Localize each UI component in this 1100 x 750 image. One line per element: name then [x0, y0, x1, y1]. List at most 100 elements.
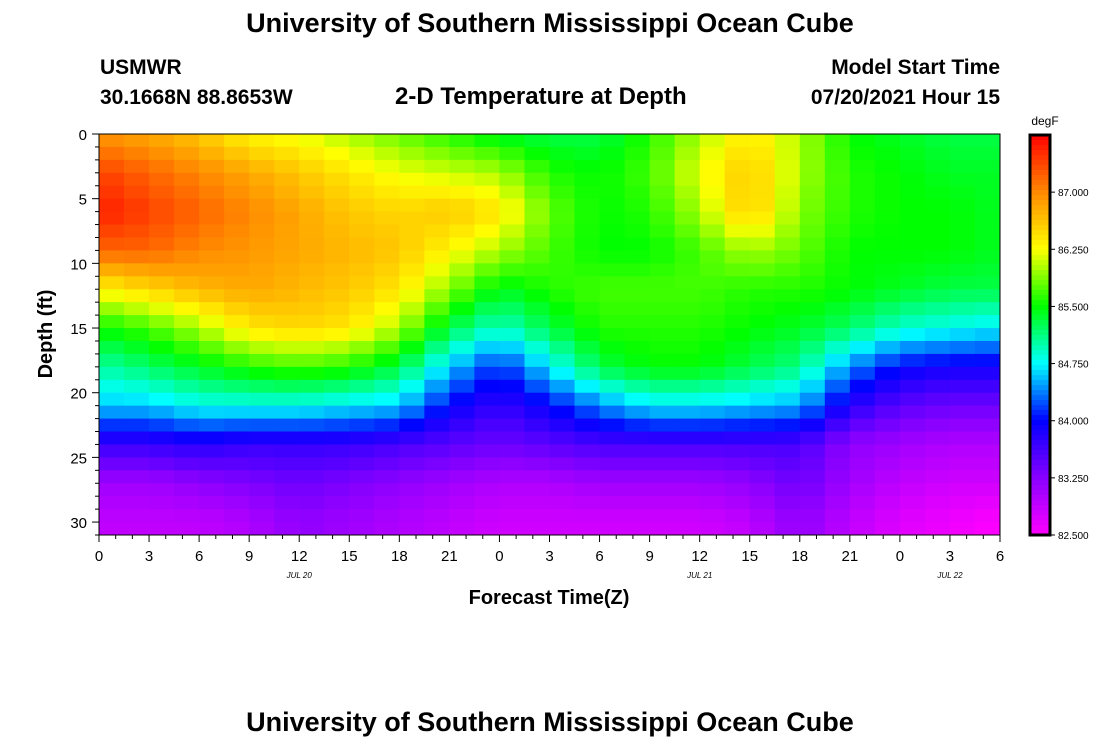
heatmap-cell — [649, 159, 676, 174]
heatmap-cell — [624, 224, 651, 239]
heatmap-cell — [674, 444, 701, 458]
colorbar-segment — [1030, 405, 1050, 411]
heatmap-cell — [924, 263, 951, 277]
colorbar-segment — [1030, 305, 1050, 311]
heatmap-cell — [749, 353, 776, 368]
heatmap-cell — [899, 353, 926, 368]
heatmap-cell — [324, 263, 350, 277]
colorbar-segment — [1030, 210, 1050, 216]
heatmap-cell — [949, 418, 976, 433]
heatmap-cell — [349, 328, 375, 342]
heatmap-cell — [949, 496, 976, 510]
heatmap-cell — [474, 353, 501, 368]
heatmap-cell — [724, 328, 751, 342]
colorbar-tick-label: 86.250 — [1058, 245, 1089, 256]
heatmap-cell — [274, 444, 300, 458]
heatmap-cell — [99, 276, 125, 290]
heatmap-cell — [799, 211, 826, 226]
heatmap-cell — [599, 418, 626, 433]
heatmap-cell — [724, 405, 751, 420]
heatmap-cell — [849, 134, 876, 148]
heatmap-cell — [649, 263, 676, 277]
heatmap-cell — [399, 431, 425, 446]
colorbar-segment — [1030, 190, 1050, 196]
heatmap-cell — [249, 224, 275, 239]
heatmap-cell — [974, 134, 1000, 148]
heatmap-cell — [774, 457, 801, 471]
heatmap-cell — [899, 340, 926, 355]
heatmap-cell — [149, 522, 175, 535]
heatmap-cell — [624, 405, 651, 420]
heatmap-cell — [574, 224, 601, 239]
heatmap-cell — [124, 418, 150, 433]
colorbar-segment — [1030, 260, 1050, 266]
heatmap-cell — [399, 470, 425, 484]
heatmap-cell — [399, 315, 425, 329]
heatmap-cell — [799, 276, 826, 290]
heatmap-cell — [699, 496, 726, 510]
heatmap-cell — [349, 185, 375, 200]
heatmap-cell — [899, 366, 926, 381]
colorbar-segment — [1030, 460, 1050, 466]
heatmap-cell — [974, 353, 1000, 368]
heatmap-cell — [599, 392, 626, 407]
heatmap-cell — [174, 444, 200, 458]
heatmap-cell — [374, 366, 400, 381]
heatmap-cell — [574, 418, 601, 433]
heatmap-cell — [174, 457, 200, 471]
heatmap-cell — [524, 340, 551, 355]
heatmap-cell — [249, 444, 275, 458]
heatmap-cell — [874, 483, 901, 497]
heatmap-cell — [774, 134, 801, 148]
heatmap-cell — [724, 522, 751, 535]
colorbar-segment — [1030, 450, 1050, 456]
heatmap-cell — [374, 250, 400, 264]
heatmap-cell — [174, 198, 200, 213]
heatmap-cell — [249, 185, 275, 200]
heatmap-cell — [124, 250, 150, 264]
heatmap-cell — [149, 353, 175, 368]
heatmap-cell — [724, 457, 751, 471]
heatmap-cell — [524, 263, 551, 277]
heatmap-cell — [849, 457, 876, 471]
heatmap-cell — [374, 198, 400, 213]
heatmap-cell — [424, 289, 450, 303]
heatmap-cell — [974, 509, 1000, 523]
heatmap-cell — [324, 444, 350, 458]
heatmap-cell — [424, 353, 450, 368]
heatmap-cell — [474, 237, 501, 252]
heatmap-cell — [374, 237, 400, 252]
heatmap-cell — [324, 470, 350, 484]
heatmap-cell — [774, 431, 801, 446]
heatmap-cell — [749, 418, 776, 433]
heatmap-cell — [699, 431, 726, 446]
heatmap-cell — [574, 457, 601, 471]
heatmap-cell — [324, 250, 350, 264]
heatmap-cell — [399, 263, 425, 277]
heatmap-cell — [574, 315, 601, 329]
heatmap-cell — [524, 457, 551, 471]
heatmap-cell — [624, 379, 651, 394]
station-name: USMWR — [100, 56, 182, 79]
heatmap-cell — [324, 146, 350, 161]
heatmap-cell — [374, 392, 400, 407]
heatmap-cell — [349, 418, 375, 433]
heatmap-cell — [174, 405, 200, 420]
heatmap-cell — [124, 366, 150, 381]
heatmap-cell — [449, 418, 476, 433]
heatmap-cell — [749, 224, 776, 239]
heatmap-cell — [199, 470, 225, 484]
heatmap-cell — [99, 366, 125, 381]
x-tick-label: 12 — [291, 548, 308, 565]
heatmap-cell — [224, 496, 250, 510]
heatmap-cell — [474, 172, 501, 187]
heatmap-cell — [774, 470, 801, 484]
heatmap-cell — [374, 470, 400, 484]
heatmap-cell — [799, 509, 826, 523]
heatmap-cell — [374, 185, 400, 200]
heatmap-cell — [849, 146, 876, 161]
colorbar-segment — [1030, 205, 1050, 211]
colorbar-segment — [1030, 500, 1050, 506]
heatmap-cell — [174, 418, 200, 433]
heatmap-cell — [424, 444, 450, 458]
